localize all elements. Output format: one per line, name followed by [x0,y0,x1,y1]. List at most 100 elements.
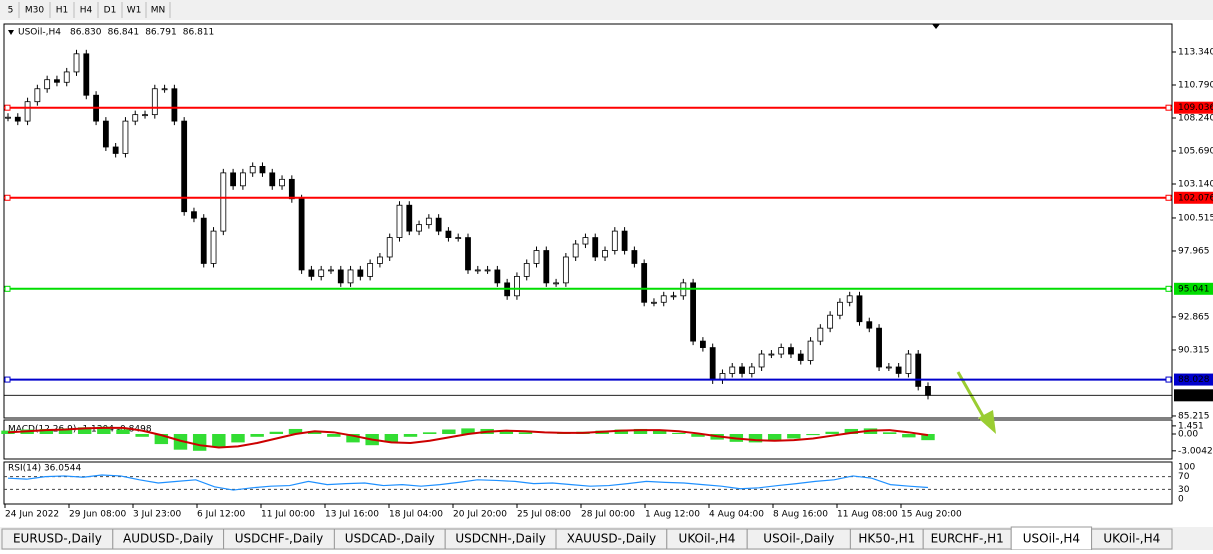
candle [318,269,325,277]
macd-bar [212,434,226,448]
date-label: 29 Jun 08:00 [69,510,126,520]
candle [729,366,736,374]
candle [171,88,178,122]
timeframe-button[interactable]: W1 [127,6,142,16]
level-label: 102.076 [1178,193,1213,203]
candle [915,353,922,387]
candle [34,88,41,103]
macd-bar [97,426,111,434]
candle [837,301,843,316]
macd-bar [499,430,514,434]
tab-label[interactable]: USDCAD-,Daily [345,532,435,546]
level-handle[interactable] [4,194,11,201]
timeframe-button[interactable]: M30 [25,6,44,16]
candle [768,353,775,356]
candle [788,347,794,355]
candle [807,340,814,361]
level-handle[interactable] [4,104,11,111]
tab-label[interactable]: HK50-,H1 [858,532,915,546]
tab-label[interactable]: USOil-,H4 [1023,532,1080,546]
price-label: 85.215 [1178,411,1210,421]
candle [63,71,70,83]
date-label: 11 Aug 08:00 [837,510,898,520]
candle [660,295,667,303]
macd-bar [461,428,475,434]
current-price-bg [1174,389,1213,402]
candle [83,53,90,96]
price-label: 113.340 [1178,48,1213,58]
date-label: 1 Aug 12:00 [645,510,700,520]
macd-bar [135,434,149,437]
tab-label[interactable]: AUDUSD-,Daily [123,532,213,546]
macd-bar [422,432,437,434]
timeframe-button[interactable]: MN [151,6,166,16]
macd-bar [748,434,763,443]
candle [484,269,491,272]
tab-label[interactable]: XAUUSD-,Daily [567,532,656,546]
tab-label[interactable]: EURCHF-,H1 [931,532,1004,546]
candle [308,269,315,277]
date-label: 3 Jul 23:00 [133,510,182,520]
candle [455,237,462,239]
macd-bar [77,427,92,434]
level-handle[interactable] [4,376,11,383]
timeframe-button[interactable]: D1 [104,6,117,16]
tab-label[interactable]: EURUSD-,Daily [13,532,102,546]
candle [102,120,109,148]
toolbar [0,0,1213,20]
macd-pane [3,419,1173,460]
candle [866,321,873,329]
candle [748,366,755,374]
level-handle[interactable] [4,285,11,292]
candle [876,327,882,368]
current-price-label: 86.811 [1178,391,1210,401]
level-handle[interactable] [1165,285,1172,292]
candle [220,172,227,232]
level-handle[interactable] [1165,104,1172,111]
timeframe-button[interactable]: H4 [80,6,93,16]
candle [337,269,344,284]
date-label: 15 Aug 20:00 [901,510,962,520]
tab-label[interactable]: UKOil-,H4 [1103,532,1160,546]
candle [572,243,579,258]
candle [132,114,139,122]
macd-bar [39,428,54,434]
rsi-pane [3,461,1173,505]
macd-bar [250,434,264,437]
tab-label[interactable]: USDCNH-,Daily [455,532,546,546]
candle [239,172,246,187]
tab-label[interactable]: UKOil-,H4 [679,532,736,546]
macd-bar [691,434,705,437]
candle [259,165,266,174]
candle [602,250,608,258]
price-label: 100.515 [1178,213,1213,223]
timeframe-button[interactable]: H1 [56,6,69,16]
price-label: 97.965 [1178,246,1210,256]
candle [494,269,501,284]
candle [54,79,60,83]
candle [641,263,648,303]
timeframe-button[interactable]: 5 [8,6,14,16]
tab-label[interactable]: USDCHF-,Daily [235,532,323,546]
level-handle[interactable] [1165,194,1172,201]
macd-bar [672,432,686,434]
header-arrow [8,30,14,35]
candle [709,347,716,381]
candle [122,120,129,154]
candle [5,116,11,119]
price-label: 103.140 [1178,180,1213,190]
candle [885,366,892,369]
candle [112,146,119,154]
macd-bar [825,431,839,434]
level-handle[interactable] [1165,376,1172,383]
tab[interactable] [1091,528,1173,550]
level-label-bg [1174,101,1213,114]
candle [856,295,863,323]
candle [739,366,745,374]
candle [425,217,432,226]
candle [543,250,550,284]
tab-label[interactable]: USOil-,Daily [763,532,834,546]
candle [14,116,21,122]
macd-bar [288,428,303,434]
